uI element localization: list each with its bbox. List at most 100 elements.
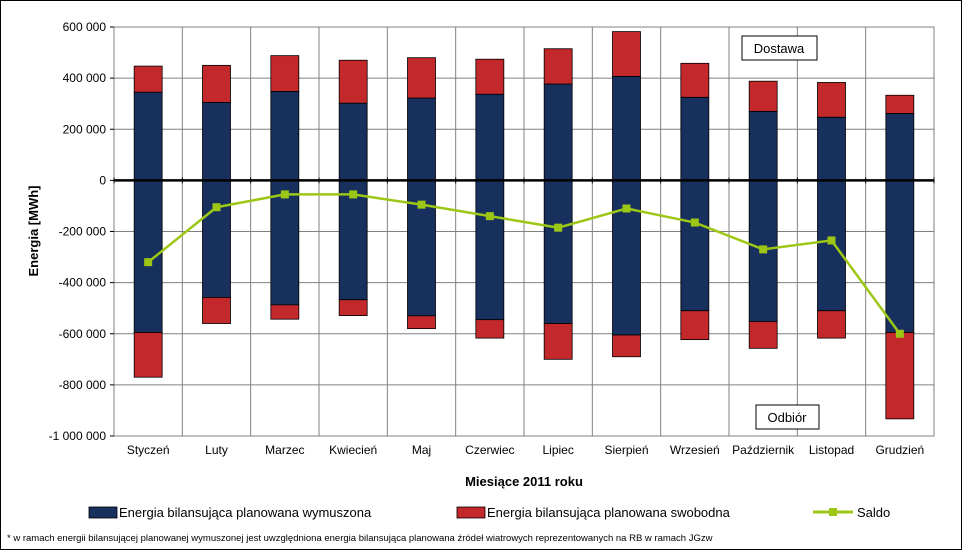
bar-wymuszona-pos xyxy=(270,91,300,181)
x-tick-label: Styczeń xyxy=(127,443,170,457)
y-tick-label: -1 000 000 xyxy=(49,429,107,443)
bar-wymuszona-pos xyxy=(202,102,231,181)
x-tick-label: Lipiec xyxy=(542,443,573,457)
y-tick-label: 0 xyxy=(99,173,106,187)
y-tick-label: 200 000 xyxy=(63,122,107,136)
bar-wymuszona-pos xyxy=(133,91,163,181)
y-tick-label: 400 000 xyxy=(63,71,107,85)
legend-item-saldo: Saldo xyxy=(813,505,890,520)
gridlines xyxy=(113,26,935,437)
bar-swobodna-neg xyxy=(885,332,915,420)
bar-swobodna-pos xyxy=(133,65,163,93)
bar-wymuszona-pos xyxy=(475,93,505,181)
bar-swobodna-neg xyxy=(270,304,300,320)
saldo-point xyxy=(622,204,631,213)
bar-wymuszona-neg xyxy=(885,179,915,333)
axes xyxy=(110,26,935,437)
saldo-line xyxy=(144,190,904,338)
bar-wymuszona-neg xyxy=(202,179,231,298)
bar-swobodna-pos xyxy=(748,80,778,112)
bar-swobodna-neg xyxy=(133,332,163,378)
bar-swobodna-neg xyxy=(817,310,846,339)
y-tick-label: -600 000 xyxy=(59,327,107,341)
saldo-point xyxy=(554,223,563,232)
x-tick-label: Sierpień xyxy=(604,443,648,457)
footnote: * w ramach energii bilansującej planowan… xyxy=(7,533,713,544)
y-tick-label: -400 000 xyxy=(59,276,107,290)
x-tick-label: Kwiecień xyxy=(329,443,377,457)
legend: Energia bilansująca planowana wymuszona … xyxy=(88,505,890,520)
dostawa-label: Dostawa xyxy=(754,41,805,56)
bar-swobodna-pos xyxy=(338,59,368,104)
saldo-point xyxy=(895,329,904,338)
bar-wymuszona-pos xyxy=(680,96,710,181)
saldo-point xyxy=(827,236,836,245)
tick-labels: 600 000 400 000 200 000 0 -200 000 -400 000 -6… xyxy=(49,20,925,457)
y-tick-label: -200 000 xyxy=(59,225,107,239)
saldo-point xyxy=(759,245,768,254)
saldo-polyline xyxy=(147,193,901,335)
bar-wymuszona-neg xyxy=(817,179,846,312)
saldo-point xyxy=(144,258,153,267)
legend-label-wymuszona: Energia bilansująca planowana wymuszona xyxy=(119,505,372,520)
bar-swobodna-neg xyxy=(202,297,231,324)
bar-swobodna-pos xyxy=(680,62,710,98)
bar-swobodna-pos xyxy=(270,55,300,92)
bar-wymuszona-neg xyxy=(338,179,368,301)
odbior-box: Odbiór xyxy=(755,404,820,430)
bar-wymuszona-neg xyxy=(133,179,163,333)
bar-swobodna-neg xyxy=(407,315,436,330)
legend-swatch-wymuszona xyxy=(88,506,118,519)
legend-marker-saldo xyxy=(829,508,837,516)
bar-swobodna-neg xyxy=(475,319,505,339)
y-tick-label: -800 000 xyxy=(59,378,107,392)
x-tick-label: Maj xyxy=(412,443,431,457)
saldo-point xyxy=(349,190,358,199)
bar-wymuszona-neg xyxy=(543,179,573,324)
legend-item-wymuszona: Energia bilansująca planowana wymuszona xyxy=(88,505,372,520)
saldo-point xyxy=(280,190,289,199)
bar-swobodna-neg xyxy=(543,323,573,360)
bar-wymuszona-pos xyxy=(338,102,368,181)
y-tick-label: 600 000 xyxy=(63,20,107,34)
bar-wymuszona-pos xyxy=(612,75,641,181)
x-tick-label: Grudzień xyxy=(875,443,924,457)
bar-swobodna-pos xyxy=(817,82,846,118)
bar-wymuszona-neg xyxy=(475,179,505,321)
bar-wymuszona-pos xyxy=(817,116,846,181)
legend-label-swobodna: Energia bilansująca planowana swobodna xyxy=(487,505,731,520)
saldo-point xyxy=(212,203,221,212)
legend-item-swobodna: Energia bilansująca planowana swobodna xyxy=(456,505,731,520)
bar-wymuszona-neg xyxy=(680,179,710,312)
bar-swobodna-pos xyxy=(475,58,505,95)
bars xyxy=(133,31,915,420)
x-axis-title: Miesiące 2011 roku xyxy=(465,474,583,489)
legend-label-saldo: Saldo xyxy=(857,505,890,520)
saldo-point xyxy=(690,218,699,227)
bar-swobodna-neg xyxy=(612,334,641,358)
bar-wymuszona-neg xyxy=(270,179,300,306)
legend-swatch-swobodna xyxy=(456,506,486,519)
x-tick-label: Październik xyxy=(732,443,795,457)
bar-wymuszona-pos xyxy=(543,83,573,181)
bar-swobodna-pos xyxy=(885,94,915,114)
bar-wymuszona-pos xyxy=(885,113,915,181)
x-tick-label: Marzec xyxy=(265,443,304,457)
saldo-point xyxy=(417,200,426,209)
odbior-label: Odbiór xyxy=(767,410,807,425)
bar-swobodna-pos xyxy=(202,64,231,103)
bar-wymuszona-pos xyxy=(407,97,436,181)
bar-swobodna-pos xyxy=(612,31,641,77)
saldo-point xyxy=(485,212,494,221)
bar-swobodna-pos xyxy=(407,57,436,99)
x-tick-label: Listopad xyxy=(809,443,854,457)
bar-swobodna-neg xyxy=(338,299,368,317)
bar-wymuszona-neg xyxy=(612,179,641,336)
y-axis-title: Energia [MWh] xyxy=(26,186,41,277)
x-tick-label: Czerwiec xyxy=(465,443,514,457)
dostawa-box: Dostawa xyxy=(741,35,818,61)
bar-swobodna-neg xyxy=(748,321,778,349)
x-tick-label: Luty xyxy=(205,443,228,457)
